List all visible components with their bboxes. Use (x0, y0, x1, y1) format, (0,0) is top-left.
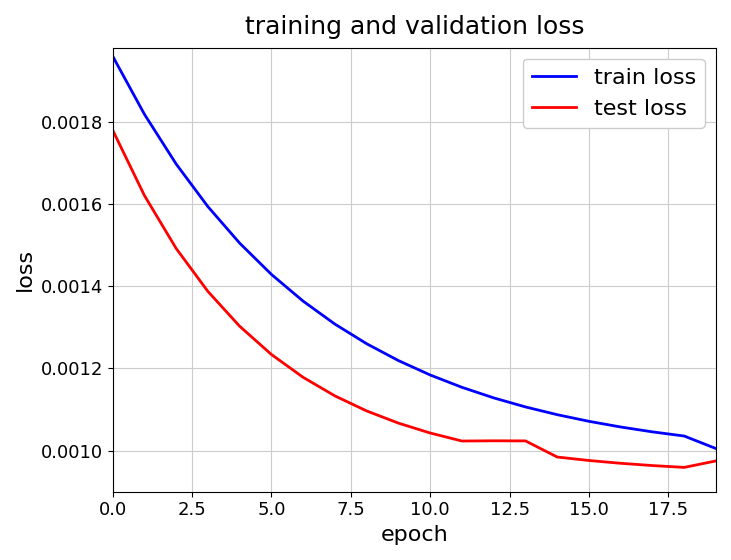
train loss (616, 424, 625, 431)
train loss (521, 404, 530, 410)
test loss (680, 464, 689, 471)
Line: train loss: train loss (113, 56, 716, 449)
train loss (235, 240, 244, 246)
train loss (108, 53, 117, 59)
test loss (521, 437, 530, 444)
test loss (108, 127, 117, 133)
Line: test loss: test loss (113, 130, 716, 468)
test loss (140, 192, 149, 199)
train loss (140, 111, 149, 118)
train loss (648, 428, 657, 435)
test loss (203, 288, 212, 295)
train loss (363, 340, 371, 347)
train loss (330, 321, 339, 328)
train loss (458, 384, 466, 391)
train loss (711, 445, 720, 452)
train loss (299, 298, 308, 305)
test loss (426, 430, 435, 436)
test loss (299, 374, 308, 381)
test loss (267, 351, 276, 358)
test loss (616, 460, 625, 466)
test loss (235, 323, 244, 330)
Title: training and validation loss: training and validation loss (245, 15, 584, 39)
X-axis label: epoch: epoch (380, 525, 448, 545)
test loss (489, 437, 498, 444)
train loss (426, 372, 435, 379)
test loss (585, 457, 594, 464)
test loss (648, 462, 657, 469)
train loss (394, 357, 403, 364)
test loss (330, 393, 339, 399)
test loss (172, 245, 181, 252)
train loss (203, 203, 212, 210)
train loss (267, 271, 276, 278)
test loss (394, 420, 403, 427)
test loss (711, 458, 720, 464)
train loss (680, 433, 689, 440)
Y-axis label: loss: loss (15, 248, 35, 291)
train loss (172, 161, 181, 167)
test loss (458, 438, 466, 445)
Legend: train loss, test loss: train loss, test loss (523, 59, 705, 128)
train loss (585, 418, 594, 424)
train loss (553, 412, 561, 418)
test loss (363, 408, 371, 414)
train loss (489, 395, 498, 402)
test loss (553, 454, 561, 460)
